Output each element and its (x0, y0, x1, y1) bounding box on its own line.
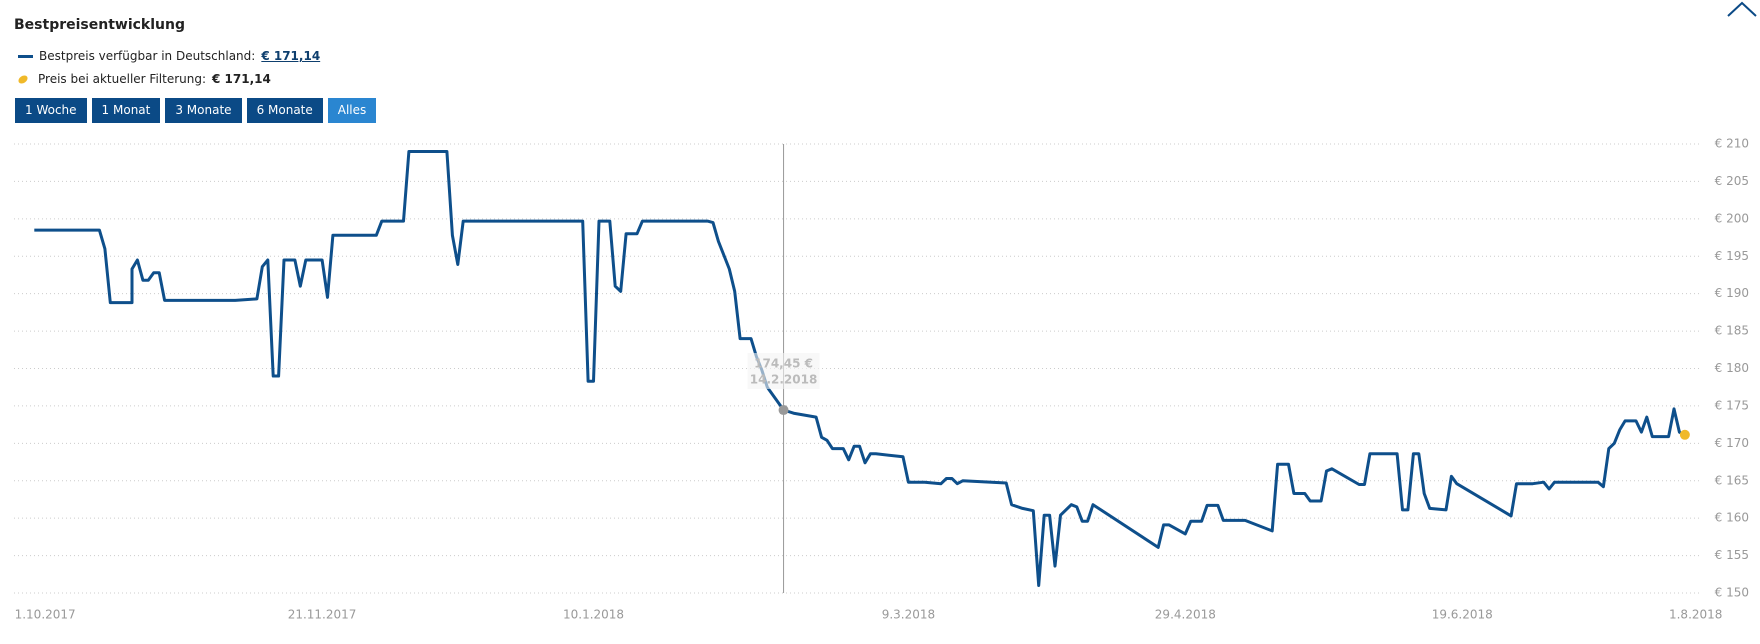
x-tick-label: 19.6.2018 (1432, 608, 1493, 622)
x-tick-label: 9.3.2018 (882, 608, 935, 622)
y-tick-label: € 200 (1715, 211, 1749, 225)
legend-value: € 171,14 (212, 72, 271, 86)
range-buttons: 1 Woche 1 Monat 3 Monate 6 Monate Alles (15, 98, 377, 123)
y-tick-label: € 170 (1715, 436, 1749, 450)
legend-value[interactable]: € 171,14 (261, 49, 321, 63)
range-button[interactable]: 1 Monat (91, 98, 161, 123)
y-tick-label: € 160 (1715, 511, 1749, 525)
y-tick-label: € 190 (1715, 286, 1749, 300)
collapse-chevron[interactable] (1727, 1, 1757, 17)
legend-swatch (18, 54, 33, 58)
tooltip-point (778, 405, 789, 416)
tooltip-box (747, 353, 820, 389)
y-tick-label: € 150 (1715, 586, 1749, 600)
legend-label: Bestpreis verfügbar in Deutschland: (39, 49, 256, 63)
title: Bestpreisentwicklung (14, 17, 185, 33)
range-button[interactable]: Alles (327, 98, 377, 123)
y-tick-label: € 180 (1715, 361, 1749, 375)
price-line (34, 150, 1686, 587)
y-tick-label: € 195 (1715, 249, 1749, 263)
legend-item: Bestpreis verfügbar in Deutschland: € 17… (18, 49, 320, 63)
range-button[interactable]: 3 Monate (165, 98, 242, 123)
x-tick-label: 21.11.2017 (288, 608, 357, 622)
legend-item: Preis bei aktueller Filterung: € 171,14 (16, 72, 271, 86)
x-tick-label: 1.8.2018 (1669, 608, 1722, 622)
x-tick-label: 29.4.2018 (1155, 608, 1216, 622)
y-tick-label: € 175 (1715, 398, 1749, 412)
legend-label: Preis bei aktueller Filterung: (38, 72, 207, 86)
y-tick-label: € 155 (1715, 548, 1749, 562)
range-button[interactable]: 1 Woche (15, 98, 87, 123)
y-tick-label: € 210 (1715, 137, 1749, 151)
tooltip-value: 174,45 € (754, 357, 813, 371)
y-tick-label: € 185 (1715, 324, 1749, 338)
x-tick-label: 10.1.2018 (563, 608, 624, 622)
tooltip-date: 14.2.2018 (750, 373, 818, 387)
range-button[interactable]: 6 Monate (246, 98, 323, 123)
y-tick-label: € 165 (1715, 473, 1749, 487)
price-point (1679, 429, 1690, 440)
y-tick-label: € 205 (1715, 174, 1749, 188)
x-tick-label: 1.10.2017 (15, 608, 76, 622)
